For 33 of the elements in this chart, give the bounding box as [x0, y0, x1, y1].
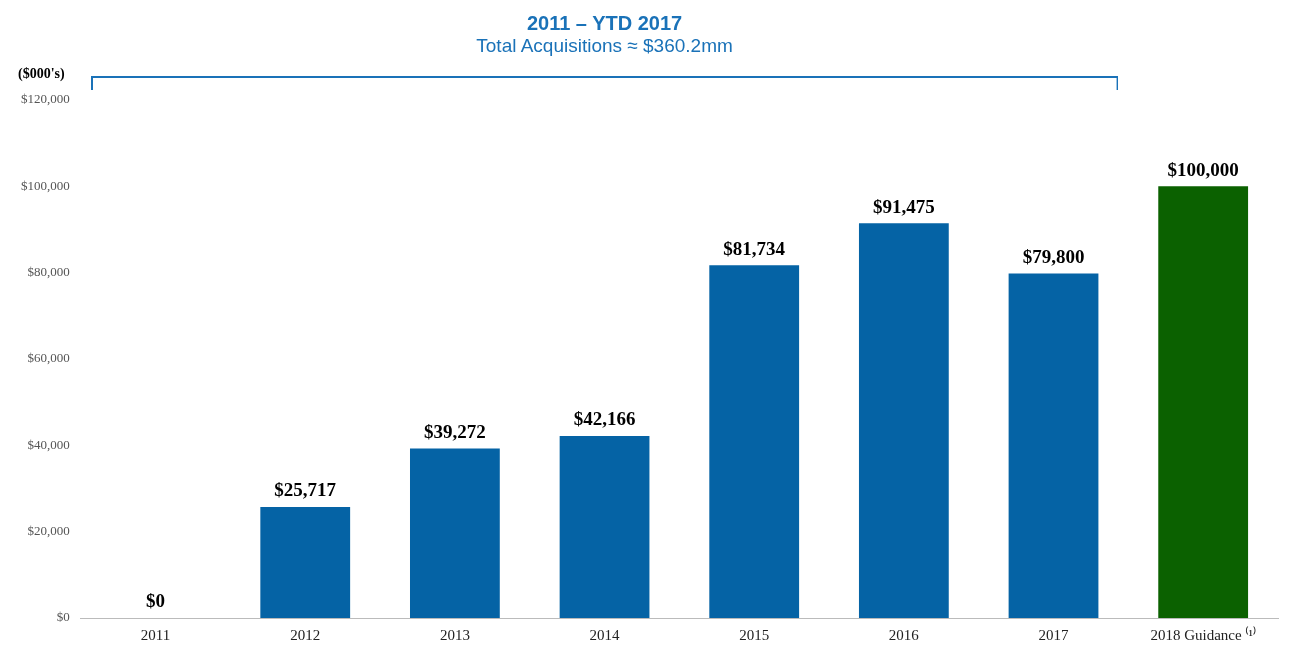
data-label: $91,475 [872, 195, 935, 217]
x-tick-label: 2011 [140, 626, 171, 643]
x-tick-label: 2013 [439, 626, 470, 643]
x-tick-label: 2012 [290, 626, 321, 643]
bar [559, 435, 650, 618]
y-tick-label: $0 [56, 609, 70, 625]
data-label: $42,166 [573, 408, 636, 430]
bar [858, 223, 949, 618]
bar [409, 448, 500, 618]
chart-title: 2011 – YTD 2017 [525, 12, 684, 35]
x-tick-label: 2015 [739, 626, 770, 643]
data-label: $100,000 [1167, 158, 1239, 180]
bar [260, 506, 351, 618]
data-label: $25,717 [274, 479, 337, 501]
y-tick-label: $40,000 [27, 436, 70, 452]
x-tick-label: 2017 [1038, 626, 1070, 643]
data-label: $79,800 [1022, 245, 1085, 267]
chart-subtitle: Total Acquisitions ≈ $360.2mm [475, 35, 734, 57]
y-tick-label: $120,000 [21, 91, 70, 107]
x-tick-label: 2014 [589, 626, 621, 643]
x-tick-label: 2018 Guidance ⁽¹⁾ [1150, 625, 1256, 643]
bar [709, 265, 800, 618]
bar [1008, 273, 1099, 618]
y-tick-label: $80,000 [27, 264, 70, 280]
data-label: $81,734 [723, 237, 786, 259]
x-tick-label: 2016 [888, 626, 920, 643]
y-axis-title: ($000's) [18, 66, 65, 82]
y-tick-label: $60,000 [27, 350, 70, 366]
bar [1158, 186, 1249, 618]
y-tick-label: $20,000 [27, 523, 70, 539]
y-tick-label: $100,000 [21, 177, 70, 193]
data-label: $39,272 [424, 420, 486, 442]
data-label: $0 [146, 590, 166, 612]
